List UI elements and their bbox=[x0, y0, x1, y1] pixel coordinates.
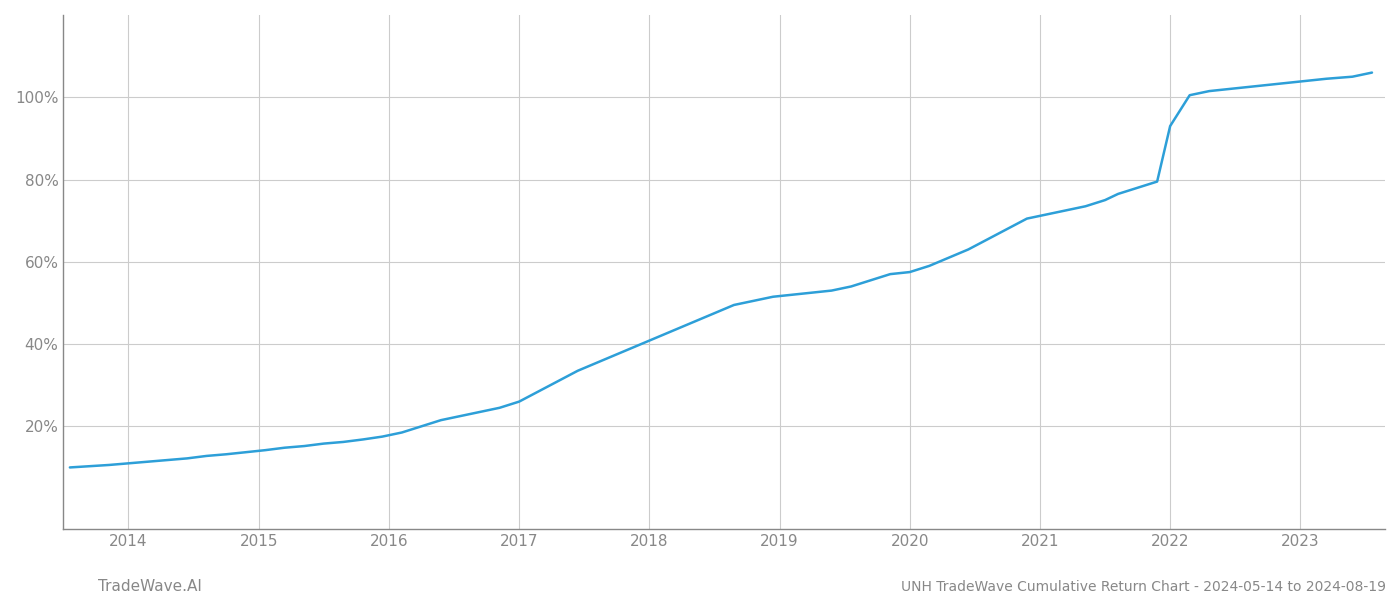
Text: TradeWave.AI: TradeWave.AI bbox=[98, 579, 202, 594]
Text: UNH TradeWave Cumulative Return Chart - 2024-05-14 to 2024-08-19: UNH TradeWave Cumulative Return Chart - … bbox=[902, 580, 1386, 594]
